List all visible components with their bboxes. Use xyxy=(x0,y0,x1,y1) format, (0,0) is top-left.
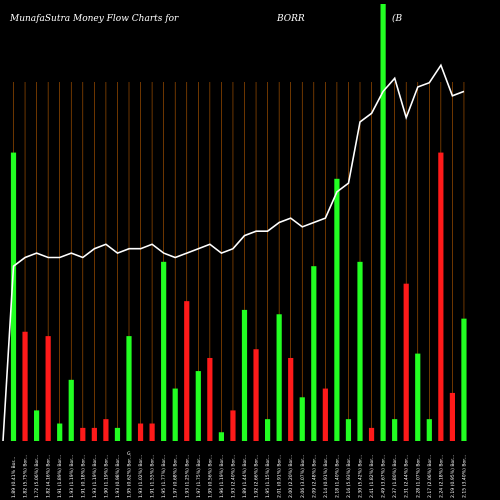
bar-d22 xyxy=(253,349,259,441)
bar-d9 xyxy=(103,419,109,441)
bar-d7 xyxy=(80,427,86,441)
flow-line-path xyxy=(2,63,465,442)
bar-d28 xyxy=(322,388,328,441)
chart-title-right: (B xyxy=(392,14,403,24)
x-tick-label: 1.89 (1.44%) Bor... xyxy=(242,455,248,498)
bar-d16 xyxy=(184,301,190,441)
x-tick-label: 2.19 (0.95%) Bor... xyxy=(450,455,456,498)
bar-d19 xyxy=(218,432,224,441)
x-tick-label: 2.00 (2.20%) Bor... xyxy=(288,455,294,498)
x-tick-label: 1.82 (4.16%) Bor... xyxy=(46,455,52,498)
x-tick-label: 1.89 (0.41% Bor... xyxy=(11,457,17,498)
x-tick-label: 1.97 (0.68%) Bor... xyxy=(173,455,179,498)
bar-d4 xyxy=(45,336,51,441)
bar-d3 xyxy=(34,410,40,441)
x-tick-label: 1.95 (1.15%) Bor... xyxy=(265,455,271,498)
x-tick-label: 1.97 (1.75%) Bor... xyxy=(196,455,202,498)
bar-d8 xyxy=(91,427,97,441)
x-tick-label: 1.91 (1.55%) Bor... xyxy=(150,455,156,498)
bar-d33 xyxy=(380,4,386,441)
x-tick-label: 1.93 (1.02%) Bor... xyxy=(138,455,144,498)
bar-d18 xyxy=(207,357,213,441)
bar-d24 xyxy=(276,314,282,441)
bar-d2 xyxy=(22,331,28,441)
x-tick-label: 1.95 (0.56%) Bor... xyxy=(207,455,213,498)
x-tick-label: 2.16 (5.93%) Bor... xyxy=(346,455,352,498)
x-tick-label: 1.93 (1.19%) Bor... xyxy=(69,455,75,498)
x-tick-label: 2.28 (1.07%) Bor... xyxy=(415,455,421,498)
x-tick-label: 1.92 (2.66%) Bor... xyxy=(254,455,260,498)
x-tick-label: 1.93 (1.25%) Bor... xyxy=(184,455,190,498)
bar-d1 xyxy=(10,152,17,441)
grid-lines xyxy=(13,82,465,441)
x-tick-label: 1.82 (5.75%) Bor... xyxy=(23,455,29,498)
x-tick-label: 2.24 (2.18%) Bor... xyxy=(438,455,444,498)
mid-marker-label: G xyxy=(127,451,131,457)
bar-d35 xyxy=(403,283,409,441)
x-tick-label: 2.31 (2.44%) Bor... xyxy=(404,455,410,498)
bar-d13 xyxy=(149,423,155,441)
flow-line xyxy=(2,63,465,442)
bar-d11 xyxy=(126,336,132,441)
bar-d25 xyxy=(288,357,294,441)
bar-d31 xyxy=(357,261,363,441)
chart-title-left: MunafaSutra Money Flow Charts for xyxy=(10,14,179,24)
bar-d38 xyxy=(438,152,444,441)
bar-d20 xyxy=(230,410,236,441)
bars xyxy=(10,4,467,442)
bar-d23 xyxy=(265,419,271,441)
x-tick-label: 2.41 (1.82%) Bor... xyxy=(369,455,375,498)
x-tick-label: 2.17 (2.06%) Bor... xyxy=(427,455,433,498)
x-tick-label: 2.30 (5.42%) Bor... xyxy=(358,455,364,498)
chart-title-symbol: BORR xyxy=(277,14,305,24)
bar-d15 xyxy=(172,388,178,441)
bar-d39 xyxy=(449,392,455,441)
x-tick-label: 2.37 (1.80%) Bor... xyxy=(392,455,398,498)
bar-d21 xyxy=(241,309,248,441)
bar-d32 xyxy=(368,427,375,441)
bar-d40 xyxy=(461,318,467,441)
bar-d27 xyxy=(311,266,317,441)
bar-d29 xyxy=(334,178,340,442)
x-tick-label: 1.95 (1.77%) Bor... xyxy=(161,455,167,498)
bar-d6 xyxy=(68,379,74,441)
bar-d30 xyxy=(345,419,352,441)
bar-d10 xyxy=(114,427,121,441)
x-tick-label: 2.14 (0.91%) Bor... xyxy=(323,455,329,498)
bar-d12 xyxy=(137,423,144,441)
x-tick-label: 1.93 (2.40%) Bor... xyxy=(230,455,236,498)
x-tick-label: 1.72 (5.06%) Bor... xyxy=(34,455,40,498)
x-tick-label: 1.91 (1.89%) Bor... xyxy=(57,455,63,498)
x-tick-labels: 1.89 (0.41% Bor... 1.82 (5.75%) Bor... 1.7… xyxy=(11,451,467,498)
x-tick-label: 1.93 (0.98%) Bor... xyxy=(115,455,121,498)
x-tick-label: 1.95 (0.62%) Bor... xyxy=(127,455,133,498)
bar-d37 xyxy=(426,419,432,441)
bar-d34 xyxy=(392,419,398,441)
bar-d26 xyxy=(299,397,305,441)
bar-d5 xyxy=(57,423,63,441)
x-tick-label: 1.93 (1.19%) Bor... xyxy=(92,455,98,498)
x-tick-label: 1.91 (0.18%) Bor... xyxy=(80,455,86,498)
x-tick-label: 2.01 (0.91%) Bor... xyxy=(277,455,283,498)
x-tick-label: 1.90 (1.19%) Bor... xyxy=(103,455,109,498)
bar-d14 xyxy=(161,261,167,441)
x-tick-label: 2.09 (2.48%) Bor... xyxy=(311,455,317,498)
bar-d36 xyxy=(415,353,421,441)
bar-d17 xyxy=(195,371,201,441)
x-tick-label: 2.06 (3.07%) Bor... xyxy=(300,455,306,498)
x-tick-label: 2.15 (3.40%) Bor... xyxy=(461,455,467,498)
x-tick-label: 2.49 (3.67%) Bor... xyxy=(381,455,387,498)
x-tick-label: 1.96 (1.19%) Bor... xyxy=(219,455,225,498)
x-tick-label: 2.18 (1.40%) Bor... xyxy=(334,455,340,498)
